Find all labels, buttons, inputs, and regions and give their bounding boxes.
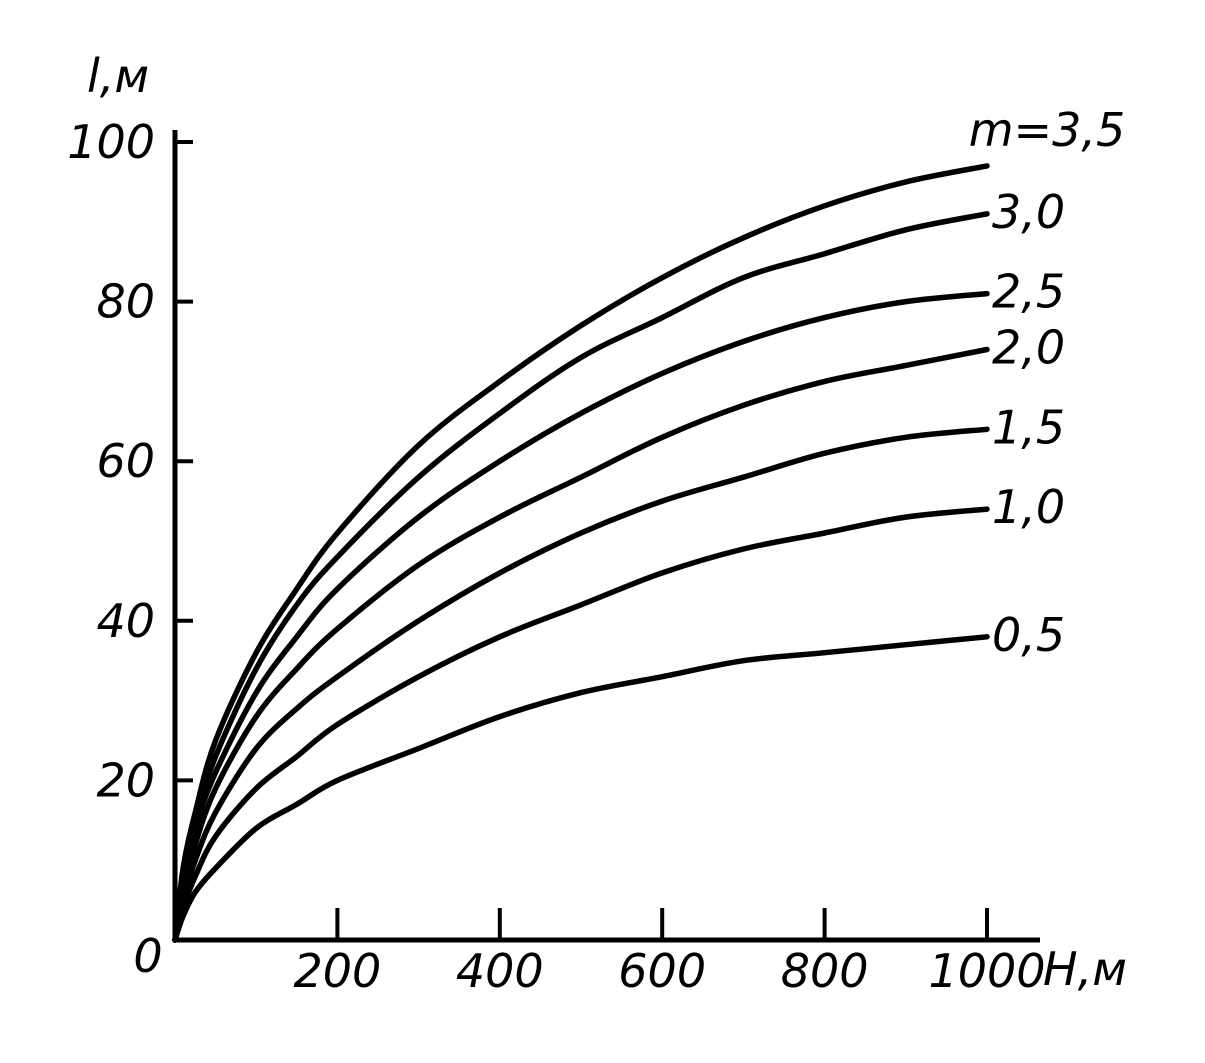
x-tick-label-600: 600 [618,944,706,998]
curves [172,163,990,943]
curve-series-6 [172,634,990,943]
curve-label-2: 2,5 [992,265,1065,319]
curve-series-4 [172,426,990,943]
labels: 0 l,м H,м 200 400 600 800 1000 20 40 60 80 100 m=3… [67,49,1127,998]
y-tick-label-40: 40 [96,594,155,648]
y-tick-label-80: 80 [96,275,155,329]
curve-label-6: 0,5 [992,608,1065,662]
curve-series-2 [172,290,990,943]
curve-label-0: m=3,5 [969,103,1126,157]
y-tick-label-20: 20 [96,753,155,807]
y-tick-label-60: 60 [96,434,155,488]
curve-label-4: 1,5 [992,400,1065,454]
x-tick-label-800: 800 [781,944,869,998]
curve-series-0 [172,163,990,943]
curve-series-1 [172,211,990,943]
curve-label-3: 2,0 [992,320,1065,374]
curve-series-3 [172,346,990,943]
x-tick-label-1000: 1000 [928,944,1045,998]
axes [172,130,1040,943]
curve-label-1: 3,0 [992,185,1065,239]
y-axis-label: l,м [87,49,149,103]
curve-label-5: 1,0 [992,480,1065,534]
ticks [175,140,989,940]
x-axis-label: H,м [1043,942,1127,996]
origin-label: 0 [133,929,162,983]
curve-series-5 [172,506,990,943]
x-tick-label-200: 200 [293,944,381,998]
x-tick-label-400: 400 [456,944,544,998]
y-tick-label-100: 100 [67,115,155,169]
